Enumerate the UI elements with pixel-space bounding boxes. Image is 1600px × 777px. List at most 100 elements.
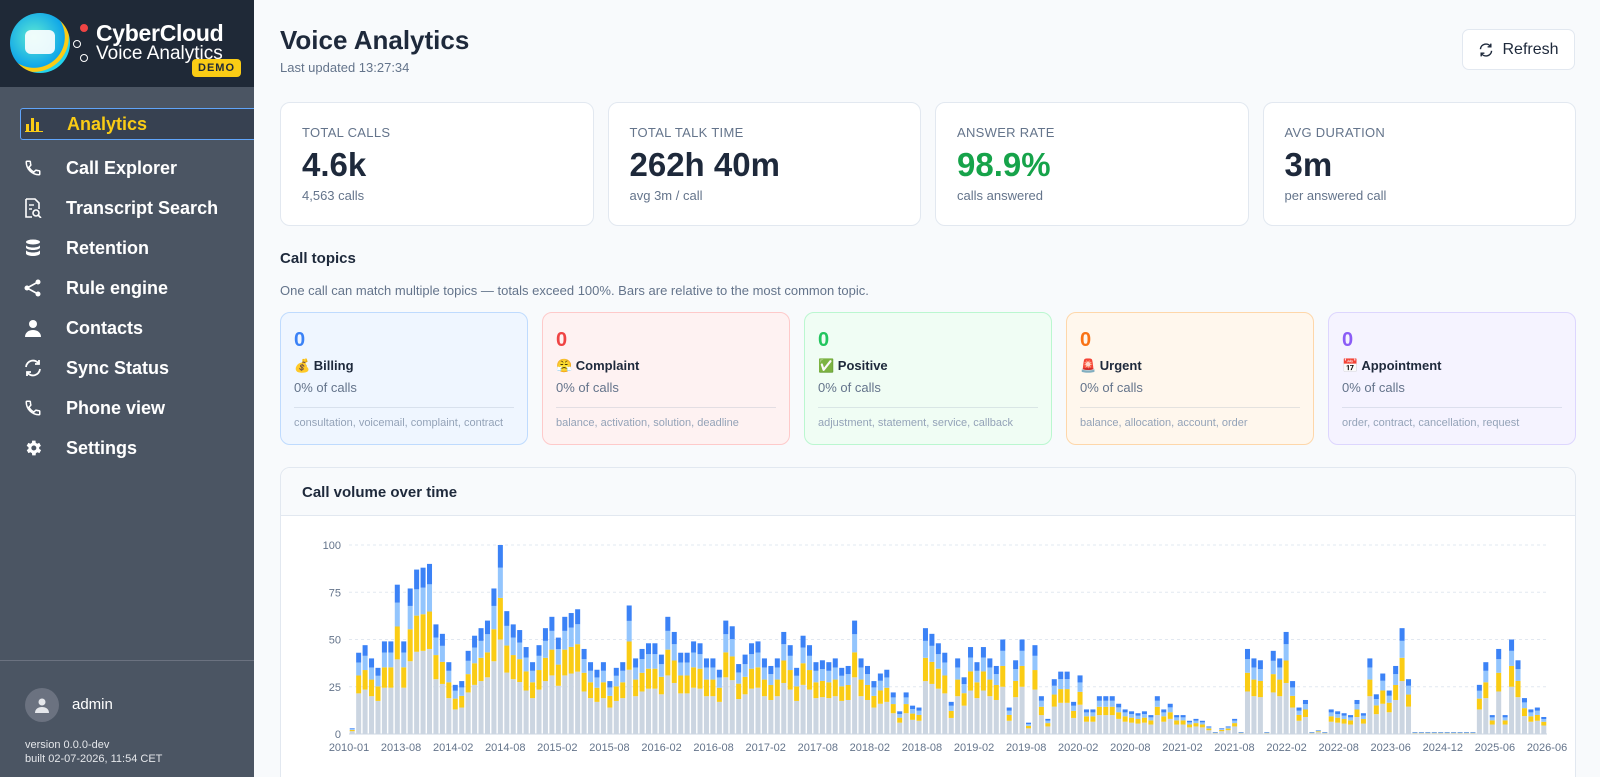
chart-bar-segment	[626, 669, 632, 734]
chart-bar-segment	[755, 667, 761, 688]
chart-bar-segment	[845, 699, 851, 734]
topic-percent: 0% of calls	[1342, 380, 1405, 395]
topic-card-complaint[interactable]: 0 😤 Complaint 0% of calls balance, activ…	[542, 312, 790, 445]
chart-bar-segment	[1406, 694, 1412, 707]
topic-card-appointment[interactable]: 0 📅 Appointment 0% of calls order, contr…	[1328, 312, 1576, 445]
sidebar-item-phone-view[interactable]: Phone view	[0, 388, 254, 428]
x-tick-label: 2016-08	[693, 742, 733, 754]
chart-bar-segment	[1541, 725, 1547, 734]
chart-bar-segment	[1154, 706, 1160, 716]
chart-bar-segment	[549, 630, 555, 650]
chart-bar-segment	[1103, 696, 1109, 701]
chart-bar-segment	[588, 698, 594, 734]
chart-bar-segment	[832, 696, 838, 734]
chart-bar-segment	[414, 569, 420, 590]
chart-bar-segment	[768, 699, 774, 734]
chart-bar-segment	[658, 664, 664, 677]
chart-bar-segment	[749, 688, 755, 734]
chart-bar-segment	[645, 643, 652, 655]
chart-bar-segment	[478, 640, 484, 658]
chart-bar-segment	[1425, 733, 1431, 734]
chart-bar-segment	[1141, 714, 1147, 718]
chart-bar-segment	[749, 643, 755, 655]
y-tick-label: 75	[329, 587, 341, 599]
sidebar-item-sync-status[interactable]: Sync Status	[0, 348, 254, 388]
chart-bar-segment	[1154, 696, 1160, 701]
chart-bar-segment	[1045, 718, 1051, 721]
topic-card-urgent[interactable]: 0 🚨 Urgent 0% of calls balance, allocati…	[1066, 312, 1314, 445]
chart-bar-segment	[575, 671, 581, 734]
chart-bar-segment	[639, 648, 645, 660]
chart-bar-segment	[1013, 697, 1019, 734]
chart-bar-segment	[633, 679, 639, 697]
chart-bar-segment	[1045, 723, 1051, 727]
chart-bar-segment	[362, 645, 368, 656]
chart-bar-segment	[645, 654, 652, 669]
chart-bar-segment	[1077, 682, 1083, 692]
chart-bar-segment	[922, 628, 928, 641]
chart-bar-segment	[1496, 648, 1502, 660]
topic-card-positive[interactable]: 0 ✅ Positive 0% of calls adjustment, sta…	[804, 312, 1052, 445]
chart-bar-segment	[1000, 665, 1006, 687]
chart-bar-segment	[607, 707, 613, 734]
chart-bar-segment	[1199, 724, 1205, 728]
chart-bar-segment	[813, 698, 819, 734]
chart-bar-segment	[858, 667, 864, 680]
chart-bar-segment	[1360, 713, 1366, 716]
chart-bar-segment	[858, 658, 864, 668]
chart-bar-segment	[1412, 733, 1418, 734]
refresh-button[interactable]: Refresh	[1462, 29, 1575, 70]
x-tick-label: 2010-01	[329, 742, 369, 754]
chart-bar-segment	[813, 662, 819, 671]
sidebar-item-analytics[interactable]: Analytics	[20, 108, 254, 140]
chart-bar-segment	[671, 660, 677, 683]
chart-bar-segment	[1219, 729, 1225, 730]
chart-bar-segment	[890, 704, 896, 714]
user-icon	[35, 698, 49, 713]
chart-bar-segment	[858, 679, 864, 697]
chart-bar-segment	[407, 661, 413, 734]
chart-bar-segment	[1232, 723, 1238, 727]
chart-bar-segment	[401, 641, 407, 653]
chart-bar-segment	[394, 659, 400, 734]
chart-bar-segment	[1103, 715, 1109, 734]
chart-bar-segment	[1000, 686, 1006, 734]
chart-bar-segment	[1418, 733, 1424, 734]
sidebar-item-retention[interactable]: Retention	[0, 228, 254, 268]
sidebar-item-call-explorer[interactable]: Call Explorer	[0, 148, 254, 188]
chart-bar-segment	[549, 649, 555, 676]
x-tick-label: 2016-02	[641, 742, 681, 754]
stat-sub: 4,563 calls	[302, 188, 365, 203]
chart-bar-segment	[1090, 716, 1096, 722]
page-title: Voice Analytics	[280, 25, 470, 55]
chart-bar-segment	[472, 647, 478, 664]
chart-bar-segment	[742, 654, 748, 665]
chart-bar-segment	[1135, 719, 1141, 724]
chart-bar-segment	[1406, 706, 1412, 734]
sidebar-item-settings[interactable]: Settings	[0, 428, 254, 468]
topic-card-billing[interactable]: 0 💰 Billing 0% of calls consultation, vo…	[280, 312, 528, 445]
sidebar-item-contacts[interactable]: Contacts	[0, 308, 254, 348]
topic-name: 🚨 Urgent	[1080, 358, 1142, 373]
chart-bar-segment	[394, 602, 400, 627]
user-icon	[22, 317, 44, 339]
chart-bar-segment	[1489, 724, 1495, 734]
chart-bar-segment	[452, 690, 458, 699]
chart-bar-segment	[1534, 714, 1540, 721]
chart-bar-segment	[1013, 669, 1019, 681]
chart-bar-segment	[362, 670, 368, 690]
chart-bar-segment	[1354, 704, 1360, 710]
chart-bar-segment	[1045, 720, 1051, 724]
chart-bar-segment	[948, 710, 954, 718]
chart-bar-segment	[1096, 700, 1102, 707]
avatar[interactable]	[25, 688, 59, 722]
chart-bar-segment	[1167, 712, 1173, 719]
refresh-label: Refresh	[1502, 40, 1559, 58]
chart-bar-segment	[459, 681, 465, 688]
chart-bar-segment	[1502, 715, 1508, 718]
sidebar-item-rule-engine[interactable]: Rule engine	[0, 268, 254, 308]
sidebar-item-transcript-search[interactable]: Transcript Search	[0, 188, 254, 228]
chart-bar-segment	[1264, 732, 1270, 734]
chart-bar-segment	[446, 698, 452, 734]
chart-bar-segment	[433, 637, 439, 656]
